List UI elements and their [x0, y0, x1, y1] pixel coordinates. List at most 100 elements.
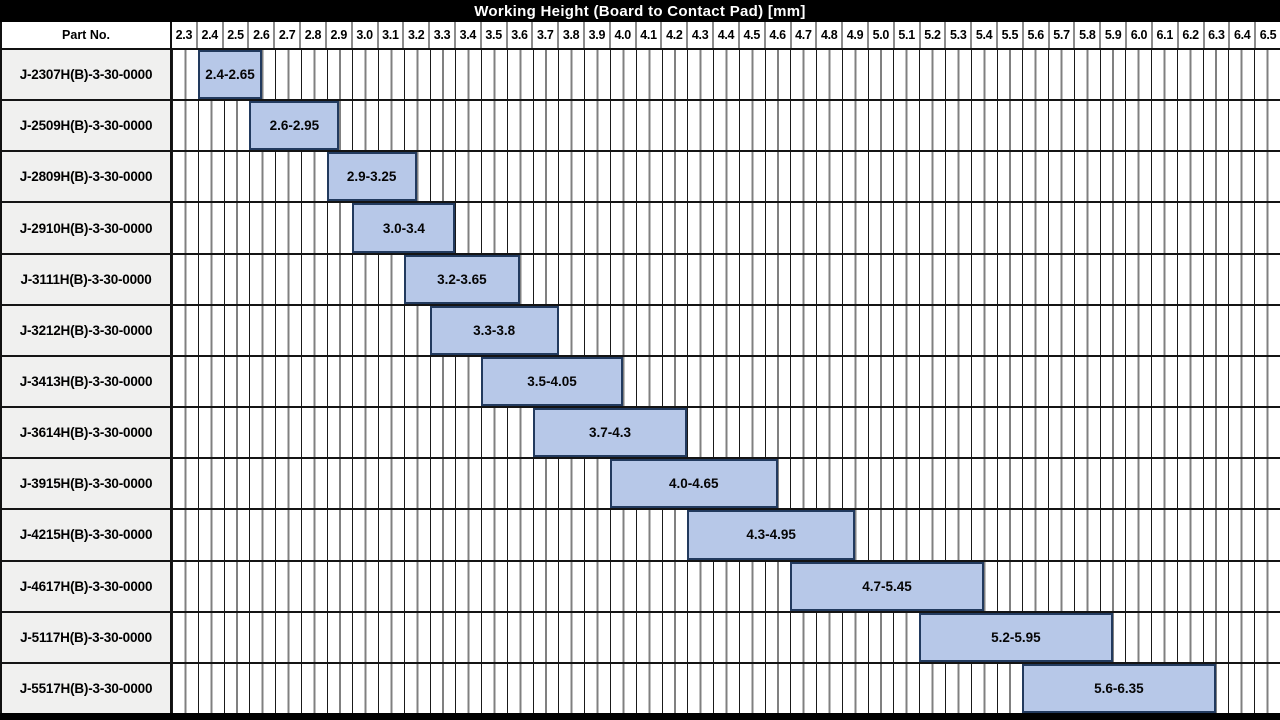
grid-column	[584, 50, 611, 100]
grid-column	[1176, 152, 1203, 202]
grid-column	[249, 152, 276, 202]
grid-column	[1125, 561, 1152, 611]
x-tick-label: 3.4	[453, 22, 480, 48]
grid-column	[841, 408, 868, 458]
grid-column	[584, 152, 611, 202]
grid-column	[790, 50, 817, 100]
grid-lines	[172, 612, 1280, 662]
grid-column	[481, 203, 507, 253]
grid-lines	[172, 50, 1280, 100]
grid-column	[944, 101, 971, 151]
grid-column	[919, 254, 945, 304]
grid-lines	[172, 561, 1280, 611]
grid-column	[532, 663, 559, 714]
grid-column	[352, 510, 379, 560]
grid-column	[532, 612, 559, 662]
grid-column	[172, 459, 198, 509]
grid-column	[506, 408, 533, 458]
grid-column	[300, 203, 327, 253]
range-bar: 2.4-2.65	[197, 50, 263, 100]
grid-column	[1125, 305, 1152, 355]
table-row: J-2809H(B)-3-30-0000 2.9-3.25	[2, 152, 1280, 204]
grid-column	[764, 203, 791, 253]
grid-column	[661, 561, 688, 611]
x-tick-label: 2.7	[273, 22, 299, 48]
grid-column	[867, 254, 894, 304]
grid-column	[841, 356, 868, 407]
grid-column	[738, 152, 765, 202]
grid-column	[506, 612, 533, 662]
x-tick-label: 3.5	[479, 22, 506, 48]
grid-column	[1254, 305, 1280, 355]
grid-column	[764, 356, 791, 407]
grid-column	[1151, 254, 1177, 304]
grid-column	[532, 510, 559, 560]
grid-column	[558, 459, 585, 509]
grid-lines	[172, 408, 1280, 458]
grid-column	[378, 408, 404, 458]
grid-column	[893, 612, 920, 662]
grid-column	[249, 203, 276, 253]
grid-column	[1048, 101, 1074, 151]
table-row: J-3915H(B)-3-30-0000 4.0-4.65	[2, 459, 1280, 511]
grid-column	[1022, 356, 1049, 407]
range-bar: 5.2-5.95	[919, 612, 1113, 662]
grid-column	[558, 510, 585, 560]
grid-column	[378, 356, 404, 407]
grid-column	[867, 408, 894, 458]
grid-column	[223, 663, 250, 714]
grid-column	[532, 101, 559, 151]
header-row: Part No. 2.3 2.4 2.5 2.6 2.7 2.8 2.9 3.0 3.1 3.2 3…	[0, 22, 1280, 50]
grid-column	[223, 408, 250, 458]
grid-column	[326, 50, 353, 100]
grid-column	[1099, 408, 1126, 458]
grid-column	[635, 561, 662, 611]
grid-column	[1254, 459, 1280, 509]
x-tick-label: 4.5	[737, 22, 764, 48]
range-bar-label: 3.2-3.65	[437, 271, 487, 287]
grid-column	[300, 612, 327, 662]
grid-column	[944, 305, 971, 355]
grid-column	[197, 254, 224, 304]
grid-column	[506, 663, 533, 714]
grid-column	[1202, 356, 1229, 407]
grid-column	[1151, 203, 1177, 253]
grid-column	[1099, 510, 1126, 560]
x-tick-label: 3.7	[531, 22, 557, 48]
grid-column	[352, 50, 379, 100]
grid-column	[713, 408, 739, 458]
grid-column	[816, 356, 842, 407]
x-tick-label: 6.3	[1202, 22, 1229, 48]
grid-column	[893, 356, 920, 407]
grid-column	[481, 152, 507, 202]
grid-column	[1151, 408, 1177, 458]
grid-column	[172, 561, 198, 611]
grid-column	[790, 254, 817, 304]
grid-column	[506, 101, 533, 151]
grid-column	[532, 50, 559, 100]
grid-column	[1228, 561, 1255, 611]
grid-column	[532, 459, 559, 509]
grid-column	[275, 305, 301, 355]
grid-column	[635, 356, 662, 407]
grid-column	[506, 510, 533, 560]
grid-column	[713, 305, 739, 355]
grid-column	[352, 254, 379, 304]
grid-column	[970, 459, 997, 509]
range-bar: 2.9-3.25	[326, 152, 417, 202]
grid-column	[378, 510, 404, 560]
grid-column	[919, 152, 945, 202]
grid-column	[403, 561, 430, 611]
x-tick-label: 5.0	[866, 22, 893, 48]
grid-column	[378, 305, 404, 355]
grid-column	[970, 510, 997, 560]
grid-column	[1073, 305, 1100, 355]
grid-column	[919, 663, 945, 714]
grid-column	[1099, 459, 1126, 509]
x-tick-label: 5.7	[1047, 22, 1074, 48]
grid-column	[403, 510, 430, 560]
grid-column	[687, 203, 714, 253]
grid-column	[764, 50, 791, 100]
x-tick-label: 5.3	[944, 22, 970, 48]
